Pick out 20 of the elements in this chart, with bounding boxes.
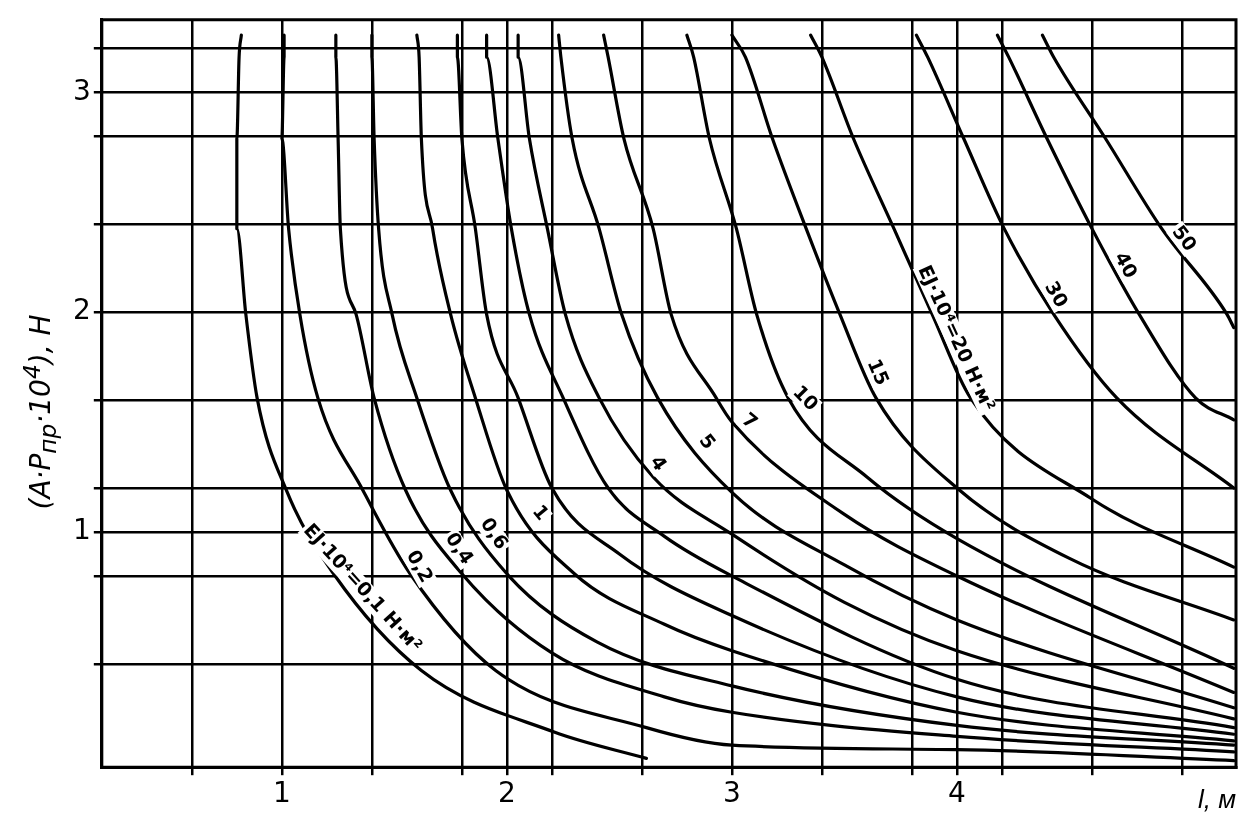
text: 0,4: [441, 527, 479, 568]
y-tick-label: 1: [72, 513, 91, 547]
text: 7: [738, 407, 763, 433]
text: 1: [528, 499, 555, 525]
text: 15: [863, 355, 895, 389]
text: 30: [1040, 277, 1074, 311]
text: 0,2: [402, 545, 439, 586]
y-tick-label: 2: [72, 293, 91, 327]
x-tick-label: 2: [497, 776, 516, 810]
text: 40: [1110, 247, 1143, 282]
y-tick-label: 3: [72, 73, 91, 107]
text: 5: [695, 429, 721, 454]
x-tick-label: 3: [723, 776, 741, 810]
text: 0,6: [476, 512, 514, 554]
text: 4: [646, 451, 673, 475]
x-axis-title: l, м: [1197, 783, 1237, 814]
x-tick-label: 1: [272, 776, 291, 810]
x-tick-label: 4: [948, 776, 966, 810]
text: 10: [789, 380, 824, 415]
text: 50: [1168, 220, 1202, 255]
